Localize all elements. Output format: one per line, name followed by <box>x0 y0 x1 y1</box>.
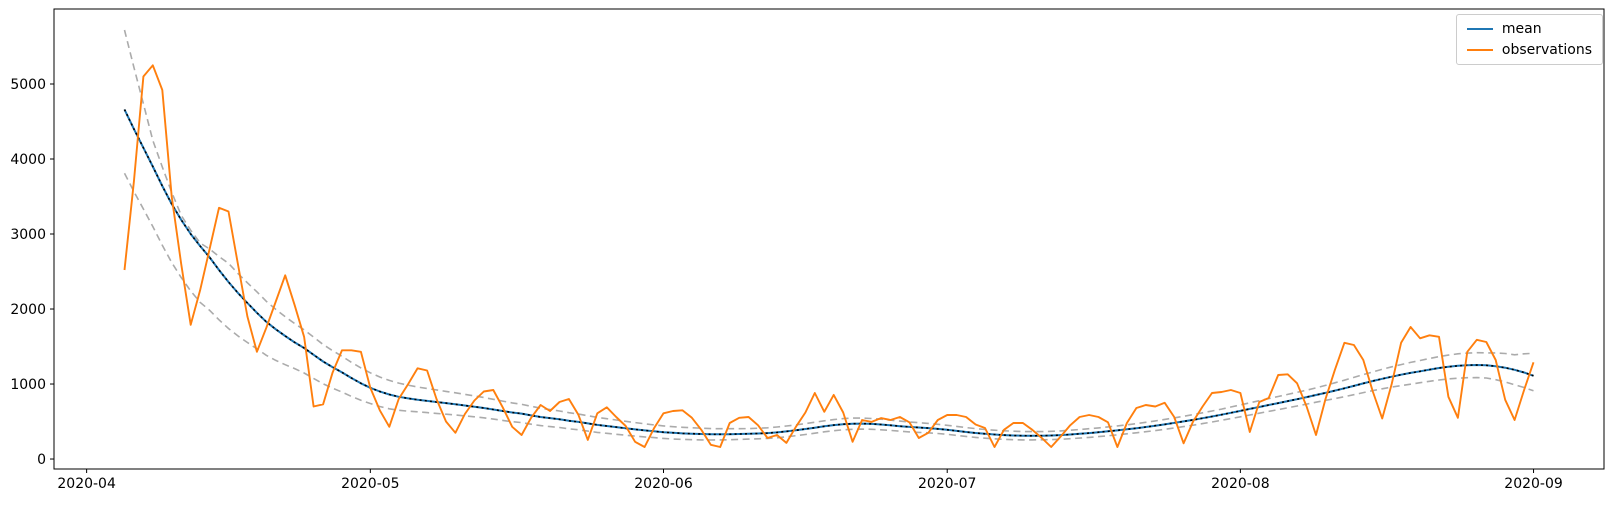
mean-line-dotted-overlay <box>123 109 1534 437</box>
y-tick-label: 3000 <box>10 227 46 243</box>
y-tick-label: 1000 <box>10 377 46 393</box>
y-tick-label: 0 <box>37 452 46 468</box>
observations-line-swatch <box>1466 49 1493 51</box>
lower-bound-line <box>123 172 1534 441</box>
x-tick-label: 2020-06 <box>634 476 693 492</box>
x-tick-label: 2020-05 <box>341 476 400 492</box>
legend-item-mean: mean <box>1466 21 1592 37</box>
x-tick-label: 2020-07 <box>918 476 977 492</box>
observations-line <box>123 64 1535 448</box>
x-tick-label: 2020-08 <box>1211 476 1270 492</box>
legend: mean observations <box>1455 14 1603 65</box>
upper-bound-line <box>123 29 1534 433</box>
plot-border <box>53 8 1605 470</box>
y-tick-label: 5000 <box>10 77 46 93</box>
x-tick-label: 2020-04 <box>57 476 116 492</box>
legend-label-observations: observations <box>1501 42 1592 58</box>
x-tick-label: 2020-09 <box>1504 476 1563 492</box>
y-tick-label: 2000 <box>10 302 46 318</box>
y-tick-label: 4000 <box>10 152 46 168</box>
legend-label-mean: mean <box>1501 21 1542 37</box>
legend-item-observations: observations <box>1466 42 1592 58</box>
mean-line-swatch <box>1466 28 1493 30</box>
